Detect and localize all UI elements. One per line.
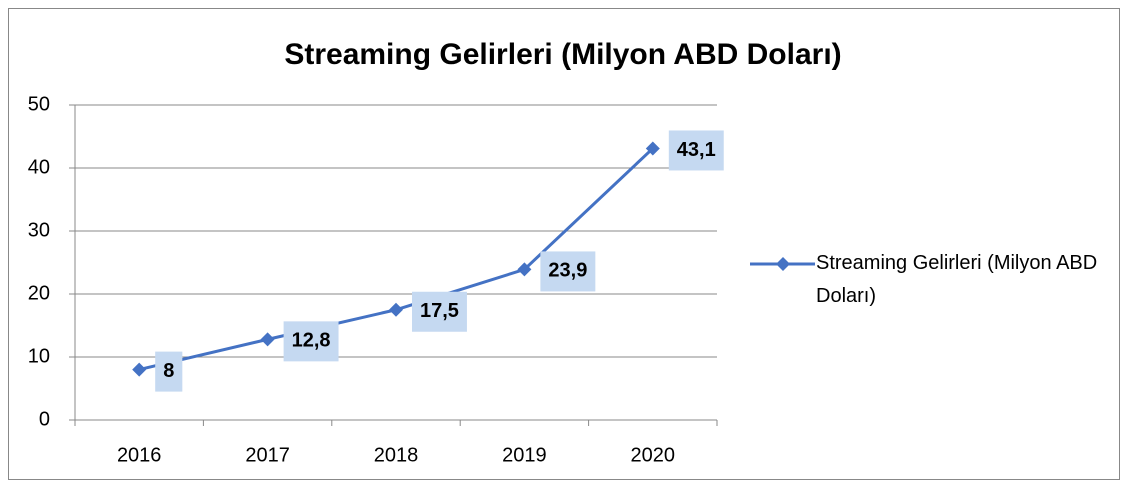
data-label-text: 12,8 xyxy=(292,330,331,352)
data-label: 12,8 xyxy=(283,321,339,362)
x-tick-label: 2020 xyxy=(631,444,676,466)
y-tick-label: 50 xyxy=(28,93,50,115)
data-label: 23,9 xyxy=(540,251,596,292)
chart-border xyxy=(8,8,1120,480)
data-label-box xyxy=(155,351,183,392)
marker xyxy=(132,362,147,377)
data-label-box xyxy=(412,291,467,332)
data-label-text: 43,1 xyxy=(677,139,716,161)
y-tick-label: 0 xyxy=(39,408,50,430)
x-tick-label: 2016 xyxy=(117,444,162,466)
marker xyxy=(260,332,275,347)
legend-marker xyxy=(776,257,790,271)
marker xyxy=(645,141,660,156)
chart-title: Streaming Gelirleri (Milyon ABD Doları) xyxy=(284,38,841,71)
marker xyxy=(389,302,403,317)
data-label: 43,1 xyxy=(668,130,724,171)
x-tick-label: 2019 xyxy=(502,444,547,466)
data-label: 8 xyxy=(155,351,183,392)
legend-label: Streaming Gelirleri (Milyon ABD Doları) xyxy=(816,252,1098,307)
y-tick-label: 40 xyxy=(28,156,50,178)
data-label-box xyxy=(540,251,596,292)
y-tick-label: 10 xyxy=(28,345,50,367)
marker xyxy=(517,262,532,277)
data-label-text: 23,9 xyxy=(548,260,587,282)
legend-entry: Streaming Gelirleri (Milyon ABD Doları) xyxy=(816,252,1098,307)
data-label-box xyxy=(668,130,724,171)
data-label-box xyxy=(283,321,339,362)
y-tick-label: 30 xyxy=(28,219,50,241)
data-label-text: 8 xyxy=(163,360,174,382)
data-label-text: 17,5 xyxy=(420,300,459,322)
y-tick-label: 20 xyxy=(28,282,50,304)
x-tick-label: 2018 xyxy=(374,444,419,466)
data-label: 17,5 xyxy=(412,291,467,332)
x-tick-label: 2017 xyxy=(245,444,290,466)
